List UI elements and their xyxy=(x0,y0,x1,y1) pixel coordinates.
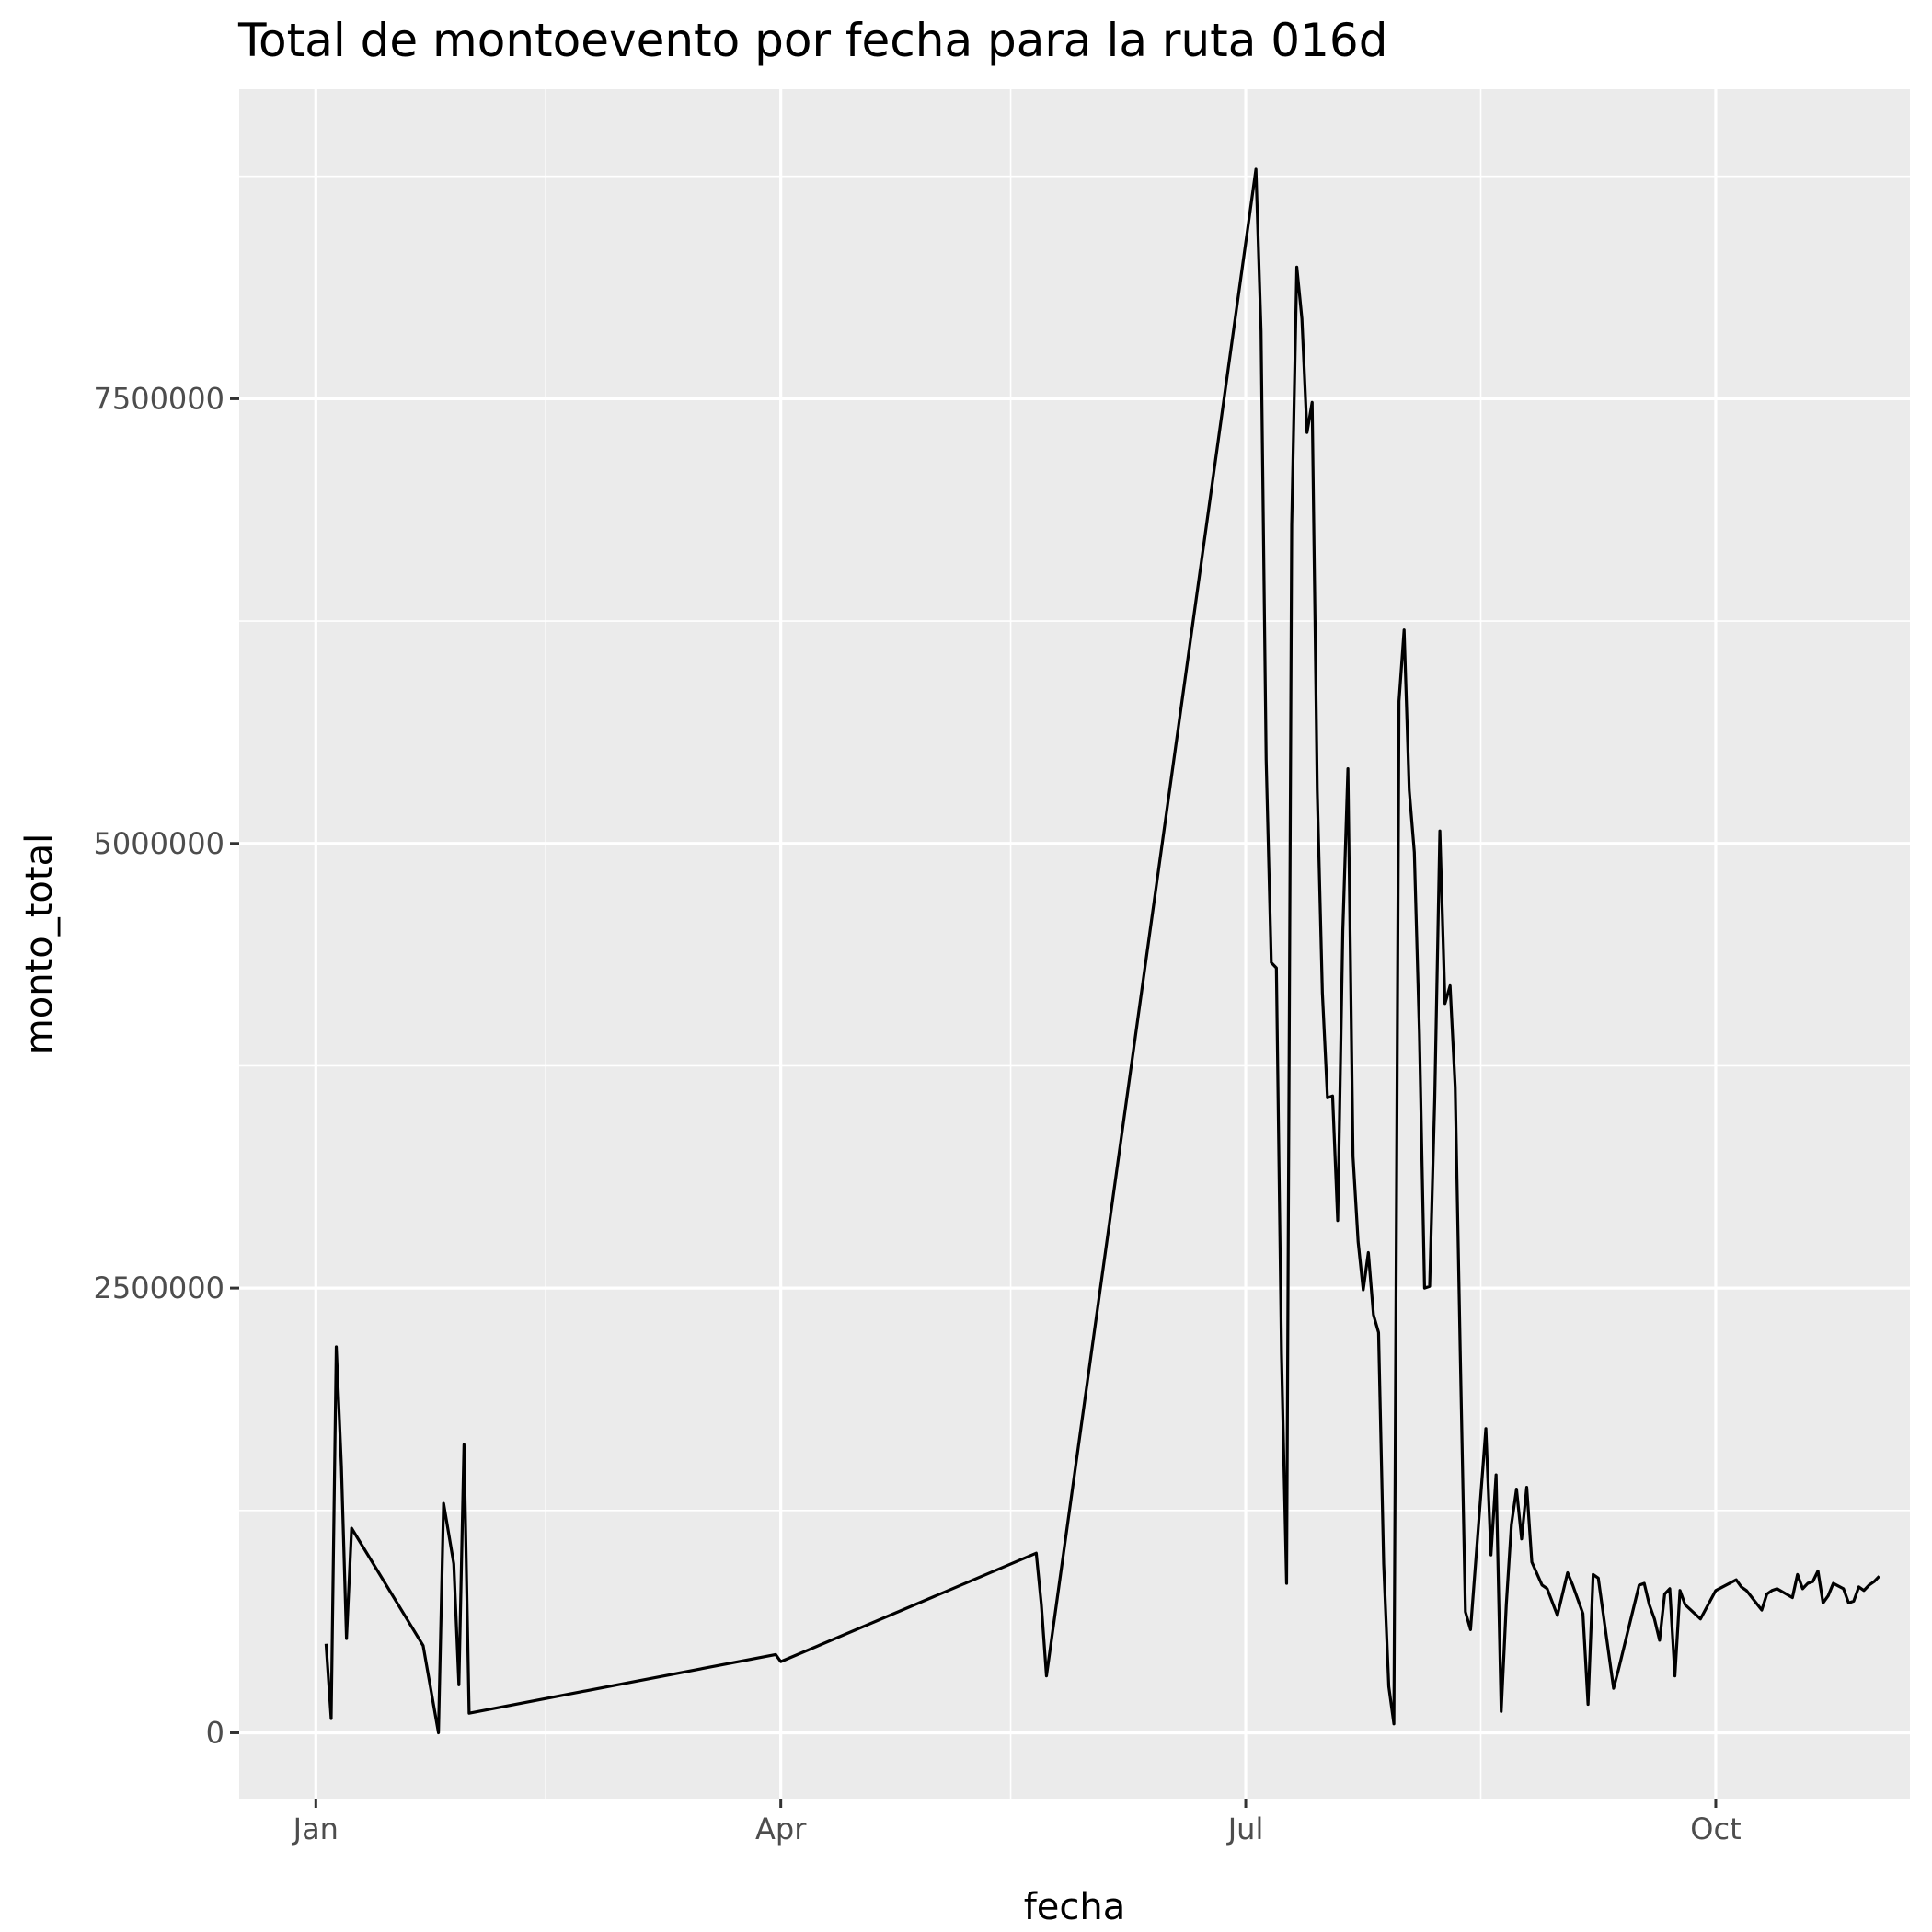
y-tick-label-0: 0 xyxy=(206,1715,224,1750)
y-tick-label-3: 7500000 xyxy=(93,381,224,416)
y-tick-label-2: 5000000 xyxy=(93,826,224,861)
x-tick-label-0: Jan xyxy=(292,1811,339,1846)
x-axis-title: fecha xyxy=(1024,1886,1126,1928)
y-axis: 0 2500000 5000000 7500000 xyxy=(93,381,239,1750)
major-gridlines xyxy=(239,89,1910,1799)
minor-gridlines xyxy=(239,89,1910,1799)
x-tick-label-1: Apr xyxy=(755,1811,807,1846)
plot-panel xyxy=(239,89,1910,1799)
x-axis: Jan Apr Jul Oct xyxy=(292,1799,1742,1846)
x-tick-label-3: Oct xyxy=(1690,1811,1741,1846)
y-tick-label-1: 2500000 xyxy=(93,1271,224,1305)
y-axis-title: monto_total xyxy=(18,834,61,1054)
chart-title: Total de montoevento por fecha para la r… xyxy=(237,14,1387,67)
series-line xyxy=(324,167,1880,1735)
x-tick-label-2: Jul xyxy=(1226,1811,1264,1846)
